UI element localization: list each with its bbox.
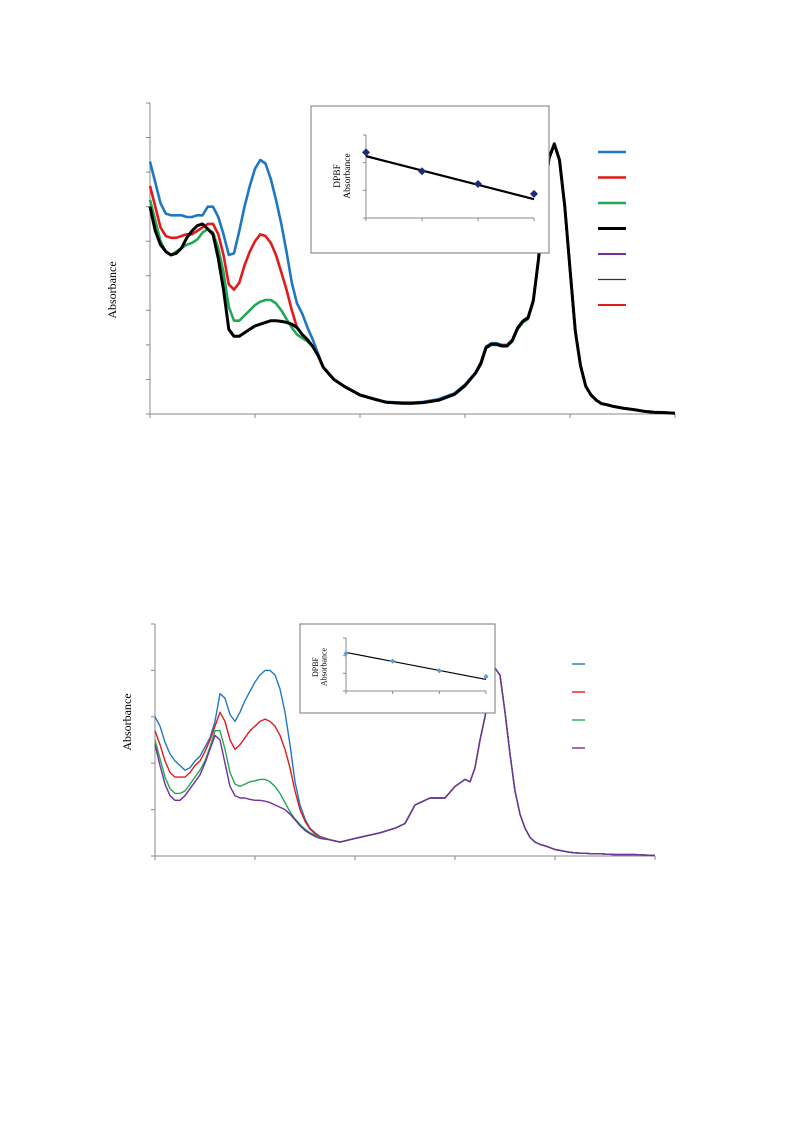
chart-1-inset-frame [310,105,550,254]
chart-1-inset-point-1 [362,148,370,157]
chart-1-series-group [148,142,676,415]
chart-1-inset-fit-line [365,155,535,201]
chart-1-axes [146,102,676,418]
chart-1-inset-point-3 [474,180,482,189]
chart-1-inset-point-4 [530,189,538,198]
chart-1-inset-ylabel-line: Absorbance [343,153,353,198]
chart-1-inset-ylabel: DPBFAbsorbance [333,153,353,198]
chart-1-inset-ylabel-line: DPBF [333,164,343,188]
chart-1-ylabel: Absorbance [105,261,119,318]
chart-1-inset: DPBFAbsorbance [310,105,550,254]
chart-1-series-4-line [148,142,676,415]
chart-1-legend [598,150,626,306]
chart-1-inset-point-2 [418,167,426,176]
